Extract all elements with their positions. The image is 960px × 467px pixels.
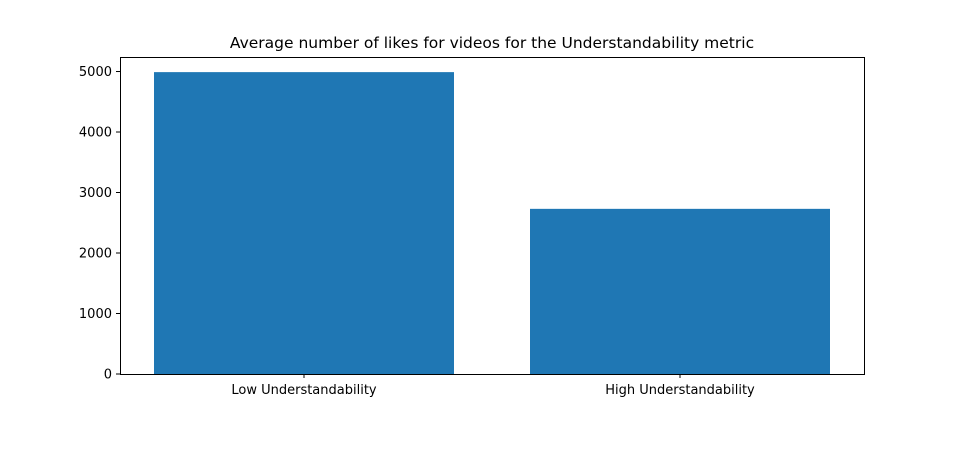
y-tick-label: 4000 — [79, 126, 112, 141]
bar-low-understandability — [154, 72, 454, 374]
y-tick-label: 1000 — [79, 307, 112, 322]
x-axis: Low Understandability High Understandabil… — [231, 374, 755, 398]
plot-frame — [120, 57, 865, 375]
y-tick-label: 0 — [104, 368, 112, 383]
chart-title: Average number of likes for videos for t… — [230, 34, 754, 52]
bar-high-understandability — [530, 208, 830, 374]
y-axis: 0 1000 2000 3000 4000 5000 — [79, 65, 120, 383]
x-tick-label: Low Understandability — [231, 383, 377, 398]
bar-group — [154, 72, 830, 374]
y-tick-label: 3000 — [79, 186, 112, 201]
y-tick-label: 5000 — [79, 65, 112, 80]
x-tick-label: High Understandability — [605, 383, 755, 398]
y-tick-label: 2000 — [79, 247, 112, 262]
